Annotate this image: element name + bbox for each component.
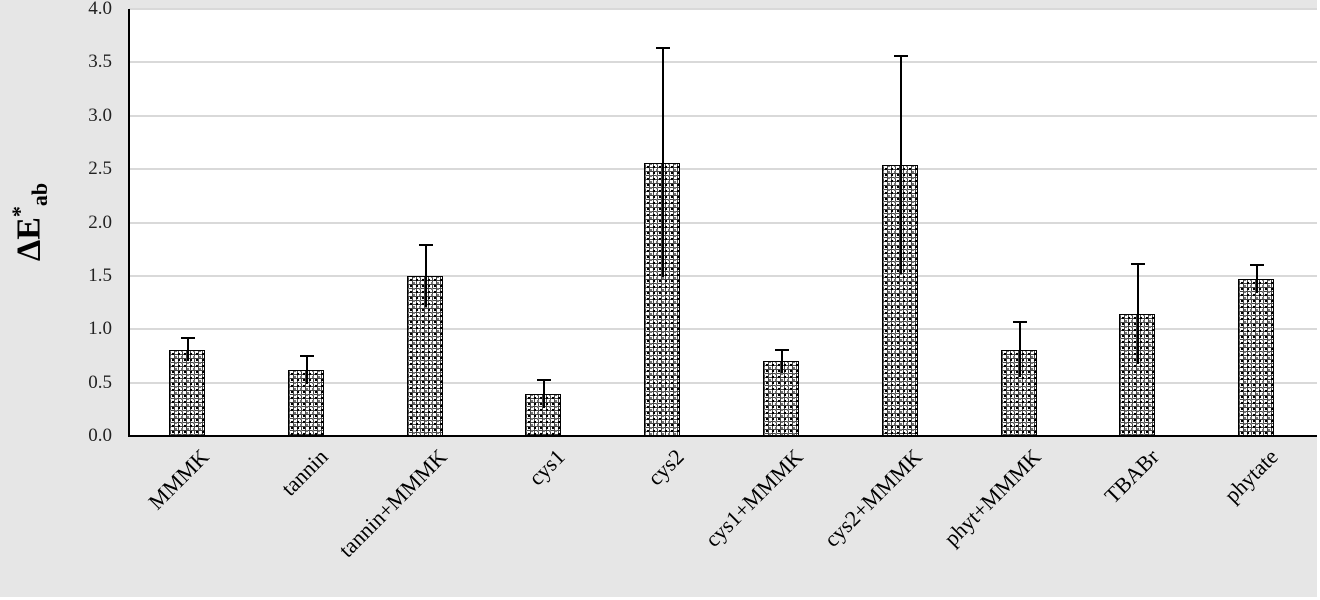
x-axis-line xyxy=(128,435,1317,437)
gridline xyxy=(129,221,1317,224)
error-bar xyxy=(1256,265,1259,293)
error-bar-cap xyxy=(656,47,671,50)
gridline xyxy=(129,61,1317,64)
error-bar-cap xyxy=(418,243,433,246)
error-bar xyxy=(1018,321,1021,378)
error-bar xyxy=(1137,264,1140,365)
error-bar-cap xyxy=(1250,264,1265,267)
gridline xyxy=(129,381,1317,384)
y-tick-label: 1.5 xyxy=(88,264,112,286)
y-tick-label: 4.0 xyxy=(88,0,112,19)
error-bar xyxy=(899,55,902,274)
y-axis-title: ΔE*ab xyxy=(7,183,53,261)
y-tick-label: 3.0 xyxy=(88,104,112,126)
y-axis-title-sub: ab xyxy=(27,182,53,207)
y-tick-label: 3.5 xyxy=(88,51,112,73)
error-bar xyxy=(781,349,783,374)
bar xyxy=(169,349,205,436)
error-bar-cap xyxy=(299,354,314,357)
gridline xyxy=(129,274,1317,277)
y-axis-title-sup: * xyxy=(6,206,32,218)
y-tick-label: 2.0 xyxy=(88,211,112,233)
error-bar-cap xyxy=(537,379,552,382)
error-bar xyxy=(543,380,546,409)
y-tick-label: 1.0 xyxy=(88,318,112,340)
error-bar-cap xyxy=(893,54,908,57)
bar xyxy=(1238,279,1275,436)
error-bar-cap xyxy=(1131,263,1146,266)
error-bar-cap xyxy=(1012,320,1027,323)
y-tick-label: 0.5 xyxy=(88,371,112,393)
gridline xyxy=(129,8,1317,10)
error-bar xyxy=(305,355,308,384)
error-bar-cap xyxy=(775,348,789,351)
bar xyxy=(763,361,799,436)
y-axis-title-main: ΔE xyxy=(10,217,48,262)
gridline xyxy=(129,114,1317,117)
error-bar xyxy=(424,244,427,307)
y-axis-line xyxy=(128,9,130,437)
error-bar xyxy=(662,48,665,277)
error-bar xyxy=(187,337,189,362)
error-bar-cap xyxy=(181,336,195,339)
y-tick-label: 2.5 xyxy=(88,158,112,180)
gridline xyxy=(129,168,1317,171)
gridline xyxy=(129,328,1317,331)
y-tick-label: 0.0 xyxy=(88,425,112,446)
